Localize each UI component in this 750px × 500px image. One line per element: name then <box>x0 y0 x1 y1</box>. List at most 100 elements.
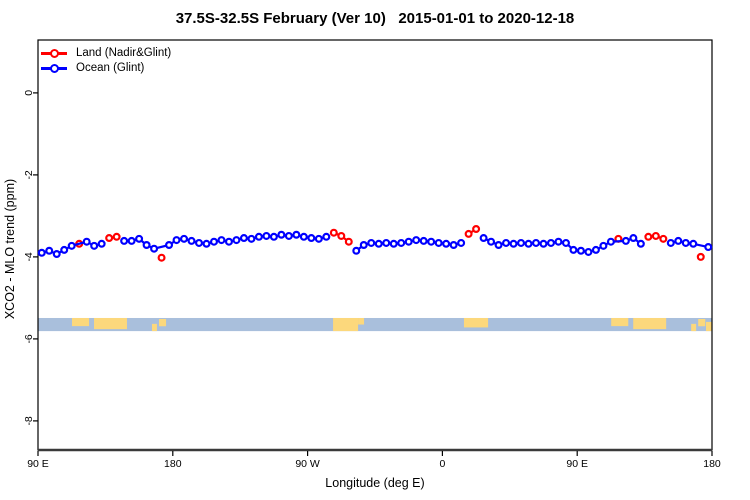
ocean-data-point <box>217 236 226 245</box>
ocean-data-point <box>187 236 196 245</box>
ocean-data-point <box>172 236 181 245</box>
legend-label-ocean: Ocean (Glint) <box>76 62 145 74</box>
ocean-data-point <box>45 246 54 255</box>
ocean-data-point <box>412 236 421 245</box>
ocean-data-point <box>606 237 615 246</box>
ocean-data-point <box>367 238 376 247</box>
y-axis-label: XCO2 - MLO trend (ppm) <box>3 178 17 320</box>
ocean-data-point <box>629 234 638 243</box>
ocean-data-point <box>352 246 361 255</box>
map-land-australia-west-repeat <box>611 317 629 327</box>
ocean-data-point <box>127 236 136 245</box>
ocean-data-point <box>90 241 99 250</box>
y-tick-label: -8 <box>23 416 35 425</box>
ocean-data-point <box>322 232 331 241</box>
land-data-point <box>112 232 121 241</box>
ocean-data-point <box>135 234 144 243</box>
x-tick-label: 90 W <box>295 458 320 470</box>
map-land-new-zealand-south <box>151 323 157 332</box>
ocean-data-point <box>299 232 308 241</box>
map-land-australia-east <box>94 317 127 330</box>
ocean-data-point <box>636 239 645 248</box>
land-data-point <box>105 234 114 243</box>
ocean-data-point <box>666 238 675 247</box>
y-tick-label: -6 <box>23 334 35 343</box>
land-data-point <box>344 237 353 246</box>
ocean-data-point <box>524 239 533 248</box>
ocean-data-point <box>517 238 526 247</box>
ocean-data-point <box>561 238 570 247</box>
ocean-data-point <box>449 241 458 250</box>
ocean-data-point <box>284 231 293 240</box>
ocean-data-point <box>674 236 683 245</box>
legend: Land (Nadir&Glint) Ocean (Glint) <box>41 46 171 76</box>
ocean-data-point <box>576 246 585 255</box>
ocean-data-point <box>546 238 555 247</box>
land-data-point <box>651 231 660 240</box>
ocean-data-point <box>479 234 488 243</box>
chart-title: 37.5S-32.5S February (Ver 10) 2015-01-01… <box>175 10 575 27</box>
ocean-data-point <box>382 238 391 247</box>
ocean-data-point <box>224 237 233 246</box>
ocean-data-point <box>314 234 323 243</box>
ocean-data-point <box>554 237 563 246</box>
ocean-data-point <box>150 244 159 253</box>
ocean-data-point <box>202 239 211 248</box>
land-data-point <box>659 234 668 243</box>
ocean-data-point <box>539 239 548 248</box>
x-tick-label: 90 E <box>566 458 588 470</box>
ocean-data-point <box>269 232 278 241</box>
x-tick-label: 180 <box>164 458 182 470</box>
map-land-new-zealand-south-repeat <box>691 323 697 332</box>
ocean-data-point <box>67 241 76 250</box>
ocean-data-point <box>532 238 541 247</box>
land-data-point <box>337 231 346 240</box>
map-land-new-zealand-north <box>159 319 167 327</box>
map-land-south-america-east <box>358 317 365 325</box>
ocean-data-point <box>209 237 218 246</box>
x-tick-label: 180 <box>703 458 721 470</box>
ocean-data-point <box>359 241 368 250</box>
map-land-australia-west <box>71 317 90 327</box>
map-land-south-america <box>333 317 359 332</box>
y-tick-label: -4 <box>23 252 35 261</box>
ocean-data-point <box>247 234 256 243</box>
ocean-data-point <box>404 237 413 246</box>
ocean-data-point <box>277 230 286 239</box>
ocean-data-point <box>292 230 301 239</box>
ocean-series-symbol-icon <box>41 64 67 73</box>
ocean-data-point <box>584 247 593 256</box>
ocean-data-point <box>82 237 91 246</box>
ocean-data-point <box>621 236 630 245</box>
ocean-data-point <box>457 238 466 247</box>
land-data-point <box>329 228 338 237</box>
x-tick-label: 90 E <box>27 458 49 470</box>
ocean-data-point <box>232 236 241 245</box>
ocean-data-point <box>389 239 398 248</box>
ocean-data-point <box>165 241 174 250</box>
ocean-data-point <box>681 238 690 247</box>
map-land-australia-east-repeat <box>633 317 667 330</box>
ocean-data-point <box>599 241 608 250</box>
ocean-data-point <box>374 239 383 248</box>
map-land-right-edge-land <box>706 321 712 332</box>
legend-item-land: Land (Nadir&Glint) <box>41 46 171 61</box>
ocean-data-point <box>704 243 713 252</box>
ocean-data-point <box>427 237 436 246</box>
land-data-point <box>472 225 481 234</box>
legend-item-ocean: Ocean (Glint) <box>41 61 171 76</box>
ocean-data-point <box>254 232 263 241</box>
ocean-data-point <box>397 238 406 247</box>
ocean-data-point <box>419 236 428 245</box>
ocean-data-point <box>307 234 316 243</box>
map-land-new-zealand-north-repeat <box>698 319 706 327</box>
ocean-data-point <box>502 238 511 247</box>
map-ocean-band <box>38 317 712 332</box>
y-tick-label: -2 <box>23 170 35 179</box>
ocean-data-point <box>60 245 69 254</box>
land-series-symbol-icon <box>41 49 67 58</box>
ocean-data-point <box>239 234 248 243</box>
ocean-data-point <box>442 239 451 248</box>
ocean-data-point <box>689 239 698 248</box>
